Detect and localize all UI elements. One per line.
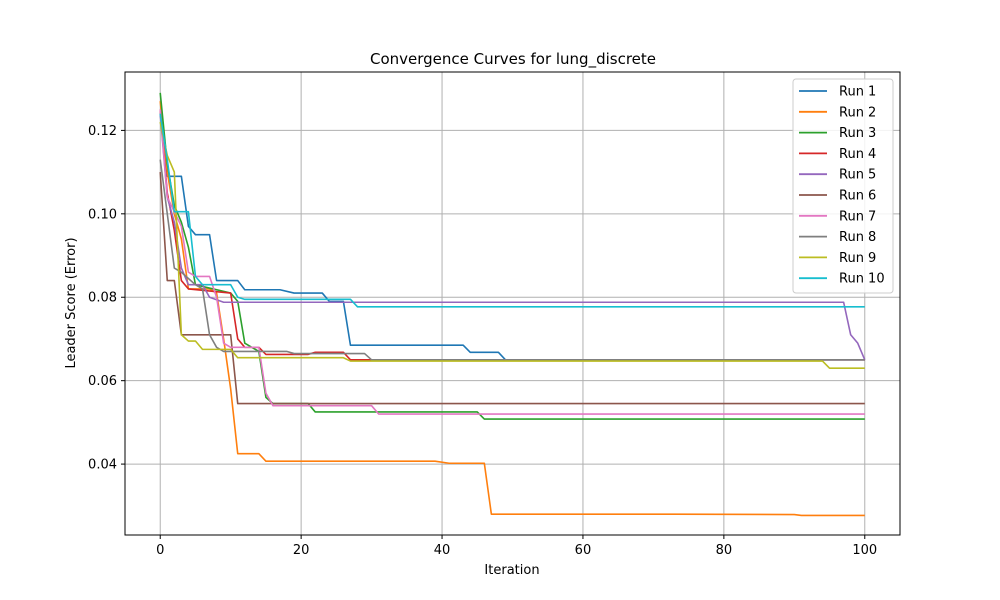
legend-label: Run 8 — [839, 230, 876, 245]
series-layer — [159, 92, 866, 517]
x-tick-label: 100 — [852, 543, 877, 558]
legend-label: Run 10 — [839, 272, 885, 287]
y-tick-label: 0.08 — [88, 291, 117, 306]
legend-label: Run 1 — [839, 85, 876, 100]
y-tick-label: 0.04 — [88, 458, 117, 473]
series-line-run-8 — [159, 159, 865, 361]
series-line-run-5 — [159, 113, 866, 361]
series-line-run-2 — [159, 101, 865, 517]
series-line-run-9 — [159, 121, 865, 369]
x-tick-label: 60 — [575, 543, 592, 558]
x-tick-label: 20 — [293, 543, 310, 558]
legend-label: Run 5 — [839, 168, 876, 183]
series-line-run-3 — [159, 92, 865, 420]
legend: Run 1 Run 2 Run 3 Run 4 Run 5 Run 6 Run 7 Run 8… — [792, 78, 894, 294]
legend-label: Run 6 — [839, 189, 876, 204]
legend-label: Run 4 — [839, 147, 876, 162]
ticks-layer: 0 20 40 60 80 100 0.04 0.06 0.08 0.10 0.12 — [88, 124, 877, 558]
series-line-run-10 — [159, 113, 865, 308]
series-line-run-7 — [159, 109, 865, 415]
y-tick-label: 0.06 — [88, 374, 117, 389]
legend-label: Run 9 — [839, 251, 876, 266]
plot-frame — [124, 71, 901, 536]
x-axis-label: Iteration — [484, 563, 539, 578]
x-tick-label: 40 — [434, 543, 451, 558]
x-tick-label: 80 — [716, 543, 733, 558]
chart-title: Convergence Curves for lung_discrete — [370, 50, 656, 69]
grid-layer — [125, 72, 900, 535]
legend-label: Run 7 — [839, 209, 876, 224]
y-tick-label: 0.10 — [88, 207, 117, 222]
y-axis-label: Leader Score (Error) — [64, 237, 79, 368]
legend-label: Run 2 — [839, 105, 876, 120]
legend-label: Run 3 — [839, 126, 876, 141]
x-tick-label: 0 — [156, 543, 164, 558]
y-tick-label: 0.12 — [88, 124, 117, 139]
